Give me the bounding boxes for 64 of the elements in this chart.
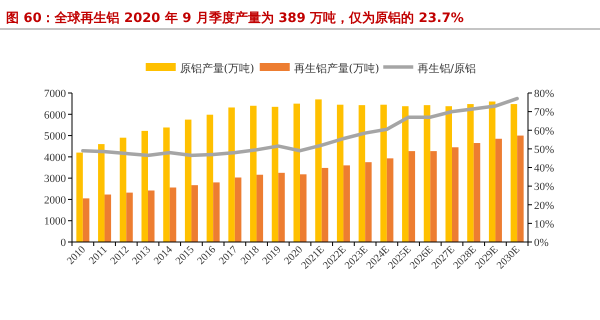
bar	[126, 192, 133, 242]
bar	[452, 147, 459, 242]
bar	[250, 106, 257, 242]
y2-tick-label: 10%	[534, 218, 554, 230]
bar	[82, 198, 90, 242]
y2-tick-label: 60%	[534, 125, 554, 138]
y2-tick-label: 50%	[534, 144, 554, 156]
y-tick-label: 7000	[44, 88, 66, 100]
bar	[315, 99, 322, 242]
bar	[163, 127, 170, 242]
y-tick-label: 1000	[44, 216, 66, 228]
bar	[206, 114, 214, 242]
legend-label: 原铝产量(万吨)	[180, 62, 254, 75]
bar	[322, 168, 328, 242]
bar	[424, 105, 430, 242]
bar	[278, 172, 285, 242]
bar	[343, 165, 350, 242]
bar	[98, 144, 105, 242]
bar	[191, 185, 198, 242]
line-series	[81, 96, 519, 158]
bar	[358, 105, 366, 242]
bar	[474, 143, 480, 242]
y-tick-label: 5000	[44, 130, 66, 143]
bar	[104, 194, 112, 242]
bar	[170, 188, 176, 242]
bar	[336, 104, 344, 242]
bar	[380, 104, 387, 242]
bar	[467, 104, 474, 242]
bar	[430, 151, 437, 242]
y2-tick-label: 30%	[534, 181, 554, 194]
y-tick-label: 4000	[44, 152, 66, 164]
y-tick-label: 6000	[44, 109, 66, 122]
y2-tick-label: 70%	[534, 106, 554, 119]
bar	[408, 151, 416, 242]
y2-tick-label: 40%	[534, 162, 554, 174]
bar	[445, 106, 452, 242]
bar	[141, 130, 148, 242]
bar	[510, 104, 518, 242]
bar	[300, 174, 307, 242]
y2-tick-label: 80%	[534, 88, 554, 100]
bar	[488, 102, 496, 242]
bar	[365, 162, 372, 242]
bar	[386, 158, 394, 242]
bar	[184, 120, 192, 242]
bar	[234, 178, 242, 242]
chart-title: 图 60：全球再生铝 2020 年 9 月季度产量为 389 万吨，仅为原铝的 23.7%	[6, 10, 464, 26]
legend-label: 再生铝产量(万吨)	[294, 62, 380, 75]
bar	[293, 104, 300, 242]
legend-label: 再生铝/原铝	[417, 62, 476, 75]
y2-tick-label: 0%	[534, 237, 549, 249]
bar	[256, 174, 264, 242]
y-tick-label: 2000	[44, 194, 66, 206]
y-tick-label: 3000	[44, 173, 66, 186]
bar	[272, 106, 278, 242]
y-tick-label: 0	[60, 237, 66, 249]
bar	[402, 106, 409, 242]
bar	[148, 190, 155, 242]
bar	[228, 107, 235, 242]
bar	[495, 138, 502, 242]
bar	[76, 152, 83, 242]
bar	[213, 182, 220, 242]
bar	[517, 136, 524, 242]
y2-tick-label: 20%	[534, 200, 554, 212]
bar	[120, 138, 126, 242]
